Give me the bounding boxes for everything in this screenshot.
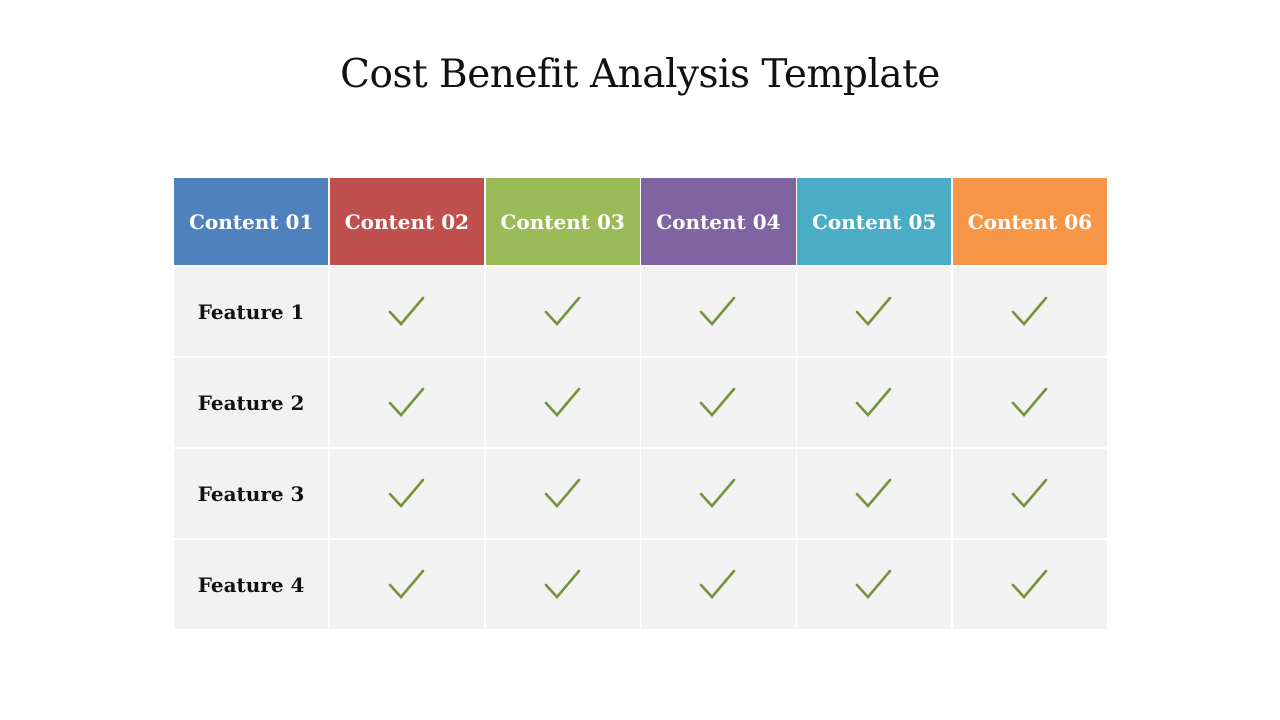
checkmark-icon [855, 478, 892, 508]
check-cell [797, 267, 952, 356]
feature-cell: Feature 4 [174, 540, 329, 629]
check-cell [797, 358, 952, 447]
column-header-5: Content 05 [797, 178, 952, 265]
checkmark-icon [700, 478, 736, 508]
feature-label: Feature 4 [197, 572, 305, 597]
checkmark-icon [855, 296, 892, 326]
checkmark-icon [544, 387, 580, 417]
check-cell [329, 540, 484, 629]
column-header-2: Content 02 [329, 178, 484, 265]
column-header-3: Content 03 [485, 178, 640, 265]
feature-cell: Feature 2 [174, 358, 329, 447]
checkmark-icon [544, 569, 580, 599]
checkmark-icon [855, 569, 892, 599]
check-cell [641, 267, 796, 356]
check-cell [485, 449, 640, 538]
checkmark-icon [388, 478, 425, 508]
feature-label: Feature 1 [197, 299, 305, 324]
column-header-4: Content 04 [641, 178, 796, 265]
feature-label: Feature 3 [197, 481, 305, 506]
comparison-table: Content 01 Content 02 Content 03 Content… [174, 178, 1107, 629]
checkmark-icon [700, 296, 736, 326]
checkmark-icon [700, 569, 736, 599]
checkmark-icon [1011, 569, 1048, 599]
feature-cell: Feature 3 [174, 449, 329, 538]
check-cell [329, 267, 484, 356]
checkmark-icon [544, 296, 580, 326]
check-cell [952, 267, 1107, 356]
check-cell [641, 449, 796, 538]
checkmark-icon [388, 296, 425, 326]
checkmark-icon [388, 569, 425, 599]
check-cell [952, 540, 1107, 629]
feature-label: Feature 2 [197, 390, 305, 415]
checkmark-icon [1011, 387, 1048, 417]
check-cell [485, 540, 640, 629]
checkmark-icon [700, 387, 736, 417]
check-cell [952, 358, 1107, 447]
check-cell [641, 540, 796, 629]
checkmark-icon [388, 387, 425, 417]
checkmark-icon [1011, 296, 1048, 326]
check-cell [797, 540, 952, 629]
slide-title: Cost Benefit Analysis Template [340, 52, 940, 97]
column-header-1: Content 01 [174, 178, 329, 265]
check-cell [952, 449, 1107, 538]
checkmark-icon [855, 387, 892, 417]
check-cell [329, 358, 484, 447]
check-cell [485, 267, 640, 356]
check-cell [485, 358, 640, 447]
checkmark-icon [1011, 478, 1048, 508]
check-cell [641, 358, 796, 447]
check-cell [329, 449, 484, 538]
checkmark-icon [544, 478, 580, 508]
check-cell [797, 449, 952, 538]
feature-cell: Feature 1 [174, 267, 329, 356]
column-header-6: Content 06 [952, 178, 1107, 265]
